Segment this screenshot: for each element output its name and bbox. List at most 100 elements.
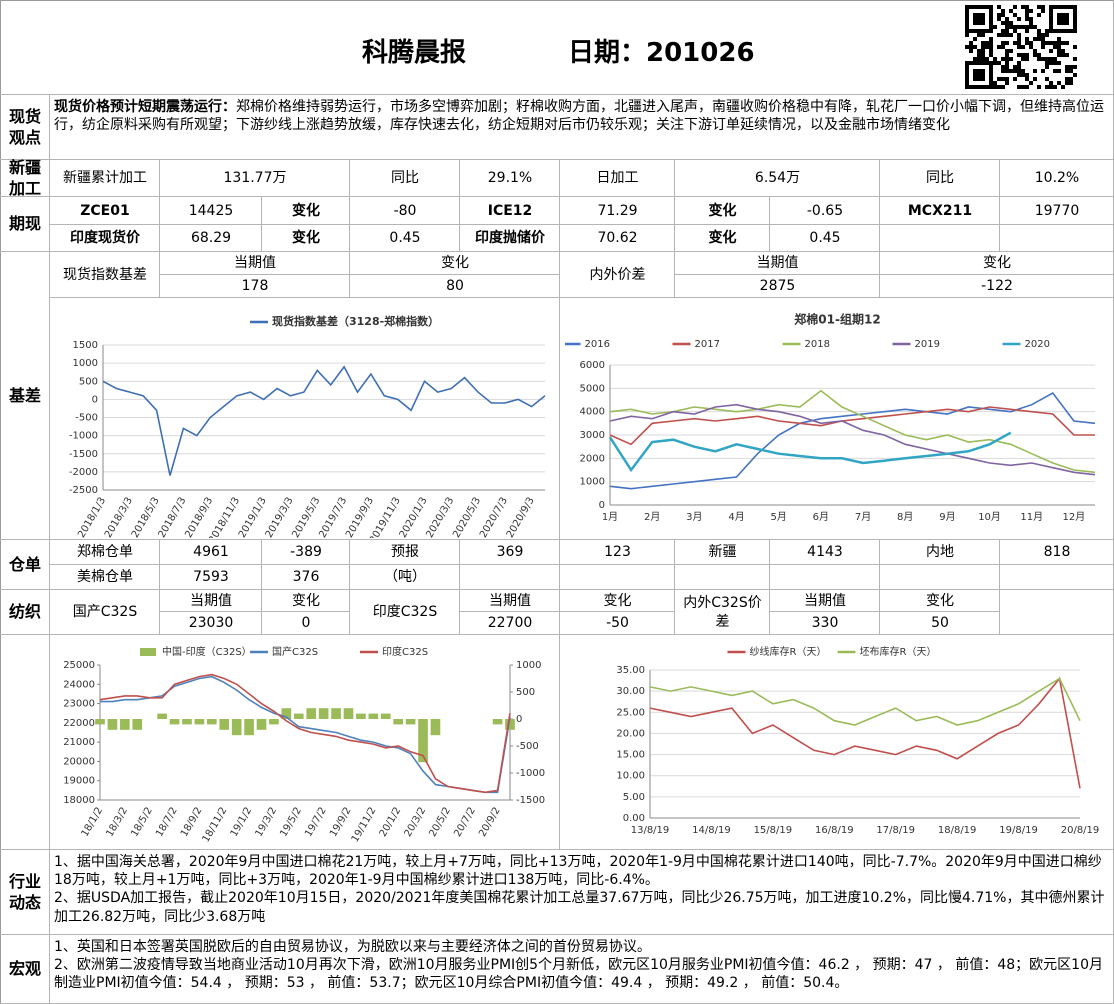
legend-swatch [140,648,156,656]
x-tick-label: 18/5/2 [129,806,155,839]
table-cell: 当期值 [160,252,350,275]
bar [356,713,366,719]
chart: 18000 19000 20000 21000 22000 23000 24000 25000… [63,645,545,845]
y-tick-label: 15.00 [616,750,645,761]
x-tick-label: 11月 [1020,511,1043,523]
line-series [649,677,1081,726]
bar [393,719,404,725]
bar [95,719,105,725]
x-tick-label: 20/9/2 [477,806,503,839]
table-cell: 变化 [262,225,350,252]
x-tick-label: 18/11/2 [201,806,230,845]
bar [293,713,304,719]
y-tick-label: -2000 [69,467,98,478]
table-cell: 当期值 [460,590,560,612]
y-tick-label: -1500 [516,795,545,806]
x-tick-label: 19/9/2 [328,806,354,839]
legend-label: 2018 [805,339,830,350]
y-tick-label: -1000 [516,768,545,779]
bar [244,719,254,736]
news-block: 1、据中国海关总署，2020年9月中国进口棉花21万吨，较上月+7万吨，同比+1… [50,850,1114,935]
table-cell: 变化 [880,252,1114,275]
y-tick-label: 20000 [63,756,95,767]
y-tick-label: 35.00 [616,665,645,676]
y-tick-label: 1000 [580,477,605,488]
bar [256,719,267,730]
table-cell: 4143 [770,540,880,565]
table-cell: 4961 [160,540,262,565]
news-item: 2、欧洲第二波疫情导致当地商业活动10月再次下滑，欧洲10月服务业PMI创5个月… [54,957,1103,992]
legend-label: 2016 [585,339,610,350]
table-cell [880,225,1000,252]
table-cell: 80 [350,275,560,298]
y-tick-label: 1000 [516,660,541,671]
x-tick-label: 7月 [855,511,871,523]
x-tick-label: 2018/3/3 [103,496,135,539]
x-tick-label: 2019/5/3 [291,496,323,539]
chart: 0.00 5.00 10.00 15.00 20.00 25.00 30.00 35.00 13… [616,645,1099,836]
y-tick-label: -1000 [69,431,98,442]
section-label [0,635,50,850]
table-cell: 内外C32S价差 [675,590,770,635]
x-tick-label: 20/7/2 [452,806,478,839]
table-cell: 2875 [675,275,880,298]
x-tick-label: 2018/1/3 [76,496,108,539]
table-cell: 330 [770,612,880,635]
y-tick-label: 6000 [580,360,605,371]
x-tick-label: 10月 [978,511,1001,523]
x-tick-label: 8月 [897,511,913,523]
line-series [609,406,1095,446]
bar [157,713,167,719]
table-cell: （吨） [350,565,460,590]
table-cell: 0.45 [350,225,460,252]
line-series [608,431,1012,473]
x-tick-label: 2月 [644,511,660,523]
chart-title: 郑棉01-组期12 [794,312,880,327]
table-cell: 29.1% [460,160,560,197]
table-cell: 68.29 [160,225,262,252]
y-tick-label: -500 [516,741,539,752]
bar [132,719,143,730]
table-cell [675,565,770,590]
y-tick-label: 18000 [63,795,95,806]
bar [306,708,317,719]
table-cell: 同比 [350,160,460,197]
y-tick-label: 500 [79,376,98,387]
x-tick-label: 13/8/19 [631,825,670,836]
table-cell: 新疆累计加工 [50,160,160,197]
line-series [609,389,1096,474]
table-cell: MCX211 [880,197,1000,225]
y-tick-label: 500 [516,687,535,698]
bar [505,719,515,730]
x-tick-label: 19/8/19 [999,825,1038,836]
x-tick-label: 19/5/2 [278,806,304,839]
x-tick-label: 2019/3/3 [264,496,296,539]
x-tick-label: 18/7/2 [154,806,180,839]
table-cell: 国产C32S [50,590,160,635]
table-cell: ICE12 [460,197,560,225]
table-cell: 日加工 [560,160,675,197]
viewpoint-heading: 现货价格预计短期震荡运行： [54,99,236,115]
section-label: 新疆加工 [0,158,50,198]
y-tick-label: 5.00 [623,792,645,803]
table-cell: 14425 [160,197,262,225]
y-tick-label: 25.00 [616,707,645,718]
legend-label: 现货指数基差（3128-郑棉指数） [272,314,439,328]
x-tick-label: 20/5/2 [427,806,453,839]
table-cell: 变化 [350,252,560,275]
table-cell: 同比 [880,160,1000,197]
news-item: 1、英国和日本签署英国脱欧后的自由贸易协议，为脱欧以来与主要经济体之间的首份贸易… [54,939,651,955]
qr-code [965,5,1077,89]
section-label: 基差 [0,252,50,540]
bar [430,719,441,736]
viewpoint-text: 现货价格预计短期震荡运行：郑棉价格维持弱势运行，市场多空博弈加剧；籽棉收购方面，… [50,95,1114,160]
x-tick-label: 2019/1/3 [237,496,269,539]
section-label: 纺织 [0,590,50,635]
table-cell: 376 [262,565,350,590]
y-tick-label: -1500 [69,449,98,460]
x-tick-label: 2020/7/3 [478,496,510,539]
bar [331,708,341,719]
table-cell: -122 [880,275,1114,298]
x-tick-label: 14/8/19 [692,825,731,836]
